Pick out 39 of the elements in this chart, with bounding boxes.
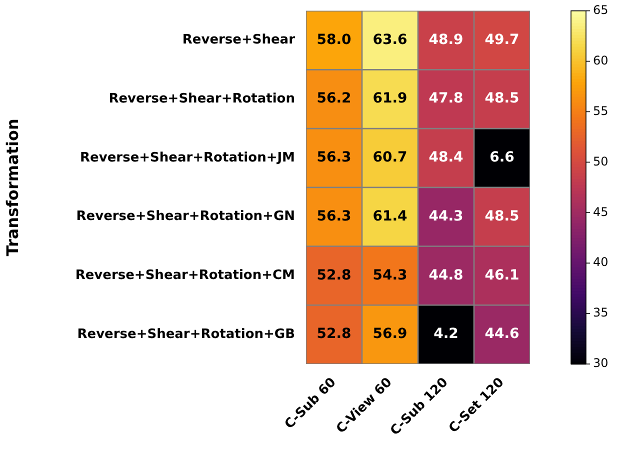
y-tick-label: Reverse+Shear+Rotation — [108, 91, 295, 106]
data-label: 56.9 — [372, 326, 408, 342]
data-label: 56.3 — [316, 208, 352, 224]
data-label: 44.3 — [428, 208, 464, 224]
data-label: 44.8 — [428, 267, 464, 284]
color-bar-label: 35 — [593, 306, 608, 320]
color-bar-label: 40 — [593, 255, 608, 270]
data-label: 58.0 — [316, 32, 352, 48]
data-label: 63.6 — [372, 32, 408, 48]
data-label: 46.1 — [484, 267, 520, 284]
data-label: 60.7 — [372, 150, 408, 166]
data-label: 52.8 — [316, 326, 352, 342]
y-tick-label: Reverse+Shear+Rotation+CM — [75, 268, 295, 284]
color-bar-label: 60 — [593, 53, 608, 68]
data-label: 61.4 — [372, 208, 408, 224]
data-label: 6.6 — [490, 150, 514, 166]
color-bar-label: 30 — [593, 356, 608, 370]
y-tick-label: Reverse+Shear+Rotation+GN — [76, 209, 295, 224]
y-tick-label: Reverse+Shear — [182, 32, 296, 48]
data-label: 48.4 — [428, 150, 464, 166]
y-axis-title: Transformation — [2, 118, 22, 256]
data-label: 48.5 — [484, 90, 520, 107]
color-bar-label: 55 — [593, 104, 608, 118]
y-tick-label: Reverse+Shear+Rotation+JM — [80, 150, 295, 166]
data-label: 48.9 — [428, 32, 464, 48]
data-label: 56.3 — [316, 150, 352, 166]
color-bar-label: 65 — [593, 2, 608, 17]
data-label: 47.8 — [428, 90, 464, 107]
data-label: 61.9 — [372, 90, 408, 107]
data-label: 48.5 — [484, 208, 520, 224]
color-bar-label: 45 — [593, 204, 608, 219]
data-label: 54.3 — [372, 267, 408, 284]
color-bar-label: 50 — [593, 154, 608, 168]
data-label: 56.2 — [316, 90, 352, 107]
data-label: 52.8 — [316, 267, 352, 284]
data-label: 4.2 — [434, 326, 458, 342]
data-label: 49.7 — [484, 32, 520, 48]
y-tick-label: Reverse+Shear+Rotation+GB — [77, 326, 295, 342]
data-label: 44.6 — [484, 326, 520, 342]
